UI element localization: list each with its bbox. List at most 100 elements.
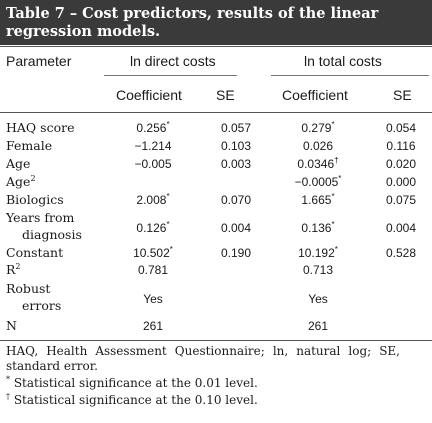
header-se-direct: SE xyxy=(216,87,235,103)
significance-mark: * xyxy=(331,120,335,129)
direct-coefficient-cell: Yes xyxy=(113,292,193,306)
table-title-line2: regression models. xyxy=(6,23,161,40)
footnote-abbrev-line1: HAQ, Health Assessment Questionnaire; ln… xyxy=(6,344,400,358)
row-label: R2 xyxy=(6,262,21,277)
row-label: Years from diagnosis xyxy=(6,210,82,242)
direct-coefficient-cell: 0.126* xyxy=(113,221,193,236)
direct-coefficient-value: 10.502 xyxy=(133,246,170,260)
row-label-text: N xyxy=(6,318,17,333)
total-coefficient-value: 261 xyxy=(307,319,329,333)
direct-coefficient-cell: −0.005 xyxy=(113,157,193,171)
significance-mark: † xyxy=(334,156,339,165)
row-label: Robust errors xyxy=(6,281,61,313)
row-label-text-line2: errors xyxy=(22,298,62,313)
significance-mark: * xyxy=(331,192,335,201)
header-rule-top xyxy=(0,46,432,47)
total-coefficient-value: 0.026 xyxy=(302,139,334,153)
total-coefficient-cell: 0.026 xyxy=(278,139,358,153)
direct-se-cell: 0.190 xyxy=(196,246,276,260)
direct-se-cell: 0.070 xyxy=(196,193,276,207)
direct-se-value: 0.003 xyxy=(220,157,252,171)
direct-se-cell: 0.057 xyxy=(196,121,276,135)
row-label-text: R xyxy=(6,262,16,277)
row-label-superscript: 2 xyxy=(30,173,36,183)
direct-coefficient-value: Yes xyxy=(143,292,163,306)
direct-coefficient-value: 0.256 xyxy=(136,121,167,135)
total-coefficient-value: 0.0346 xyxy=(297,157,335,171)
total-se-value: 0.528 xyxy=(385,246,417,260)
row-label-text-line2: diagnosis xyxy=(22,227,82,242)
significance-mark: * xyxy=(331,220,335,229)
direct-se-cell: 0.004 xyxy=(196,221,276,235)
total-coefficient-cell: Yes xyxy=(278,292,358,306)
header-rule-direct xyxy=(104,75,237,76)
direct-coefficient-cell: 10.502* xyxy=(113,245,193,261)
row-label: Age xyxy=(6,156,30,171)
row-label: Constant xyxy=(6,245,63,260)
direct-se-cell: 0.003 xyxy=(196,157,276,171)
total-coefficient-value: Yes xyxy=(308,292,328,306)
direct-coefficient-value: 2.008 xyxy=(136,193,167,207)
direct-se-cell: 0.103 xyxy=(196,139,276,153)
total-coefficient-cell: 0.0346† xyxy=(278,156,358,172)
direct-se-value: 0.190 xyxy=(220,246,252,260)
total-se-cell: 0.000 xyxy=(361,175,432,189)
row-label: N xyxy=(6,318,17,333)
total-coefficient-cell: 10.192* xyxy=(278,245,358,261)
total-coefficient-value: 1.665 xyxy=(301,193,332,207)
row-label-text: Age xyxy=(6,156,31,171)
row-label: Female xyxy=(6,138,52,153)
direct-se-value: 0.004 xyxy=(220,221,252,235)
total-se-value: 0.075 xyxy=(385,193,417,207)
footnote-abbreviations: HAQ, Health Assessment Questionnaire; ln… xyxy=(6,344,400,374)
row-label: HAQ score xyxy=(6,120,74,135)
total-coefficient-value: 0.279 xyxy=(301,121,332,135)
row-label: Biologics xyxy=(6,192,64,207)
direct-coefficient-value: −0.005 xyxy=(134,157,172,171)
row-label-text: Robust xyxy=(6,281,51,296)
row-label-text: Biologics xyxy=(6,192,64,207)
direct-se-value: 0.057 xyxy=(220,121,252,135)
header-group-direct: ln direct costs xyxy=(130,53,216,69)
table-title-line1: Table 7 – Cost predictors, results of th… xyxy=(6,5,379,22)
total-coefficient-cell: 0.136* xyxy=(278,220,358,236)
row-label-text: Constant xyxy=(6,245,64,260)
total-se-value: 0.000 xyxy=(385,175,417,189)
direct-coefficient-cell: 2.008* xyxy=(113,192,193,208)
footnote-dagger: † Statistical significance at the 0.10 l… xyxy=(6,393,258,408)
row-label-text: Female xyxy=(6,138,53,153)
total-se-cell: 0.004 xyxy=(361,221,432,235)
row-label-text: HAQ score xyxy=(6,120,75,135)
header-parameter: Parameter xyxy=(6,53,72,69)
footnote-star-text: Statistical significance at the 0.01 lev… xyxy=(13,376,258,390)
total-se-cell: 0.528 xyxy=(361,246,432,260)
significance-mark: * xyxy=(166,192,170,201)
significance-mark: * xyxy=(334,245,338,254)
total-coefficient-value: 0.713 xyxy=(302,263,334,277)
direct-se-value: 0.070 xyxy=(220,193,252,207)
footnote-dagger-mark: † xyxy=(6,392,10,401)
direct-coefficient-cell: 0.781 xyxy=(113,263,193,277)
row-label-text: Years from xyxy=(6,210,75,225)
total-se-cell: 0.116 xyxy=(361,139,432,153)
total-se-value: 0.004 xyxy=(385,221,417,235)
direct-coefficient-value: 0.781 xyxy=(137,263,169,277)
significance-mark: * xyxy=(169,245,173,254)
header-rule-total xyxy=(271,75,429,76)
footnote-star-mark: * xyxy=(6,375,10,384)
total-se-cell: 0.075 xyxy=(361,193,432,207)
total-se-value: 0.020 xyxy=(385,157,417,171)
direct-coefficient-value: 261 xyxy=(142,319,164,333)
direct-coefficient-cell: 261 xyxy=(113,319,193,333)
total-coefficient-value: 0.136 xyxy=(301,221,332,235)
header-se-total: SE xyxy=(393,87,412,103)
header-coef-direct: Coefficient xyxy=(116,87,182,103)
header-rule-bottom xyxy=(0,112,432,113)
significance-mark: * xyxy=(166,120,170,129)
total-coefficient-cell: 261 xyxy=(278,319,358,333)
footnote-star: * Statistical significance at the 0.01 l… xyxy=(6,376,258,391)
row-label: Age2 xyxy=(6,174,36,189)
direct-coefficient-cell: 0.256* xyxy=(113,120,193,136)
header-group-total: ln total costs xyxy=(304,53,382,69)
